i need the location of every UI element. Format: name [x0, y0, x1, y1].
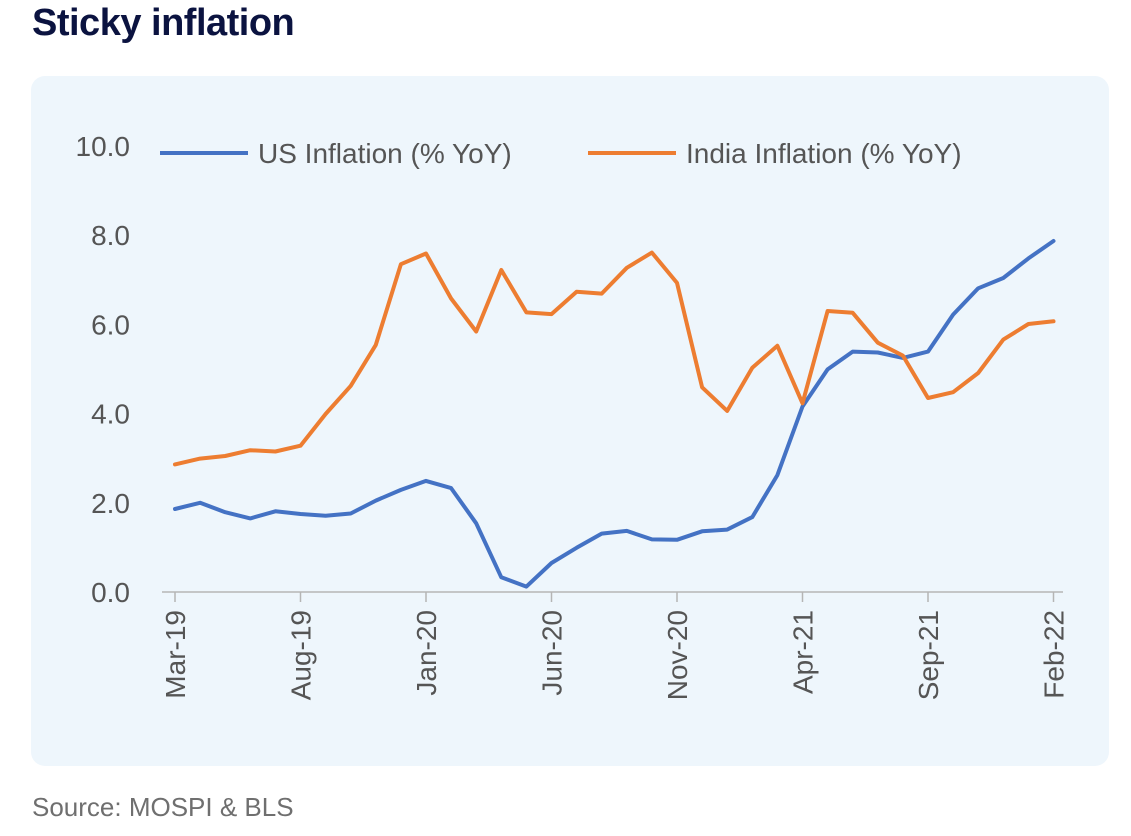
y-tick-label: 6.0 — [91, 309, 130, 340]
legend-us-label: US Inflation (% YoY) — [258, 138, 512, 169]
legend-india-label: India Inflation (% YoY) — [686, 138, 962, 169]
x-tick-label: Nov-20 — [662, 610, 693, 700]
x-tick-label: Feb-22 — [1039, 610, 1070, 699]
chart-card — [31, 76, 1109, 766]
page-title: Sticky inflation — [32, 2, 295, 44]
y-tick-label: 8.0 — [91, 220, 130, 251]
chart-legend: US Inflation (% YoY) India Inflation (% Y… — [160, 138, 962, 169]
y-tick-label: 0.0 — [91, 577, 130, 608]
chart-axes: 0.0 2.0 4.0 6.0 8.0 10.0 Mar-19 Aug-19 Jan-20 Jun… — [76, 131, 1070, 700]
source-note: Source: MOSPI & BLS — [32, 792, 294, 822]
us-inflation-line — [173, 239, 1056, 589]
india-inflation-line — [173, 250, 1056, 467]
x-tick-label: Jan-20 — [411, 610, 442, 696]
x-tick-label: Apr-21 — [788, 610, 819, 694]
x-tick-label: Jun-20 — [537, 610, 568, 696]
y-tick-label: 4.0 — [91, 399, 130, 430]
chart-series — [173, 239, 1056, 589]
y-tick-label: 10.0 — [76, 131, 131, 162]
y-tick-label: 2.0 — [91, 488, 130, 519]
x-tick-label: Aug-19 — [286, 610, 317, 700]
x-tick-label: Mar-19 — [160, 610, 191, 699]
x-tick-label: Sep-21 — [913, 610, 944, 700]
